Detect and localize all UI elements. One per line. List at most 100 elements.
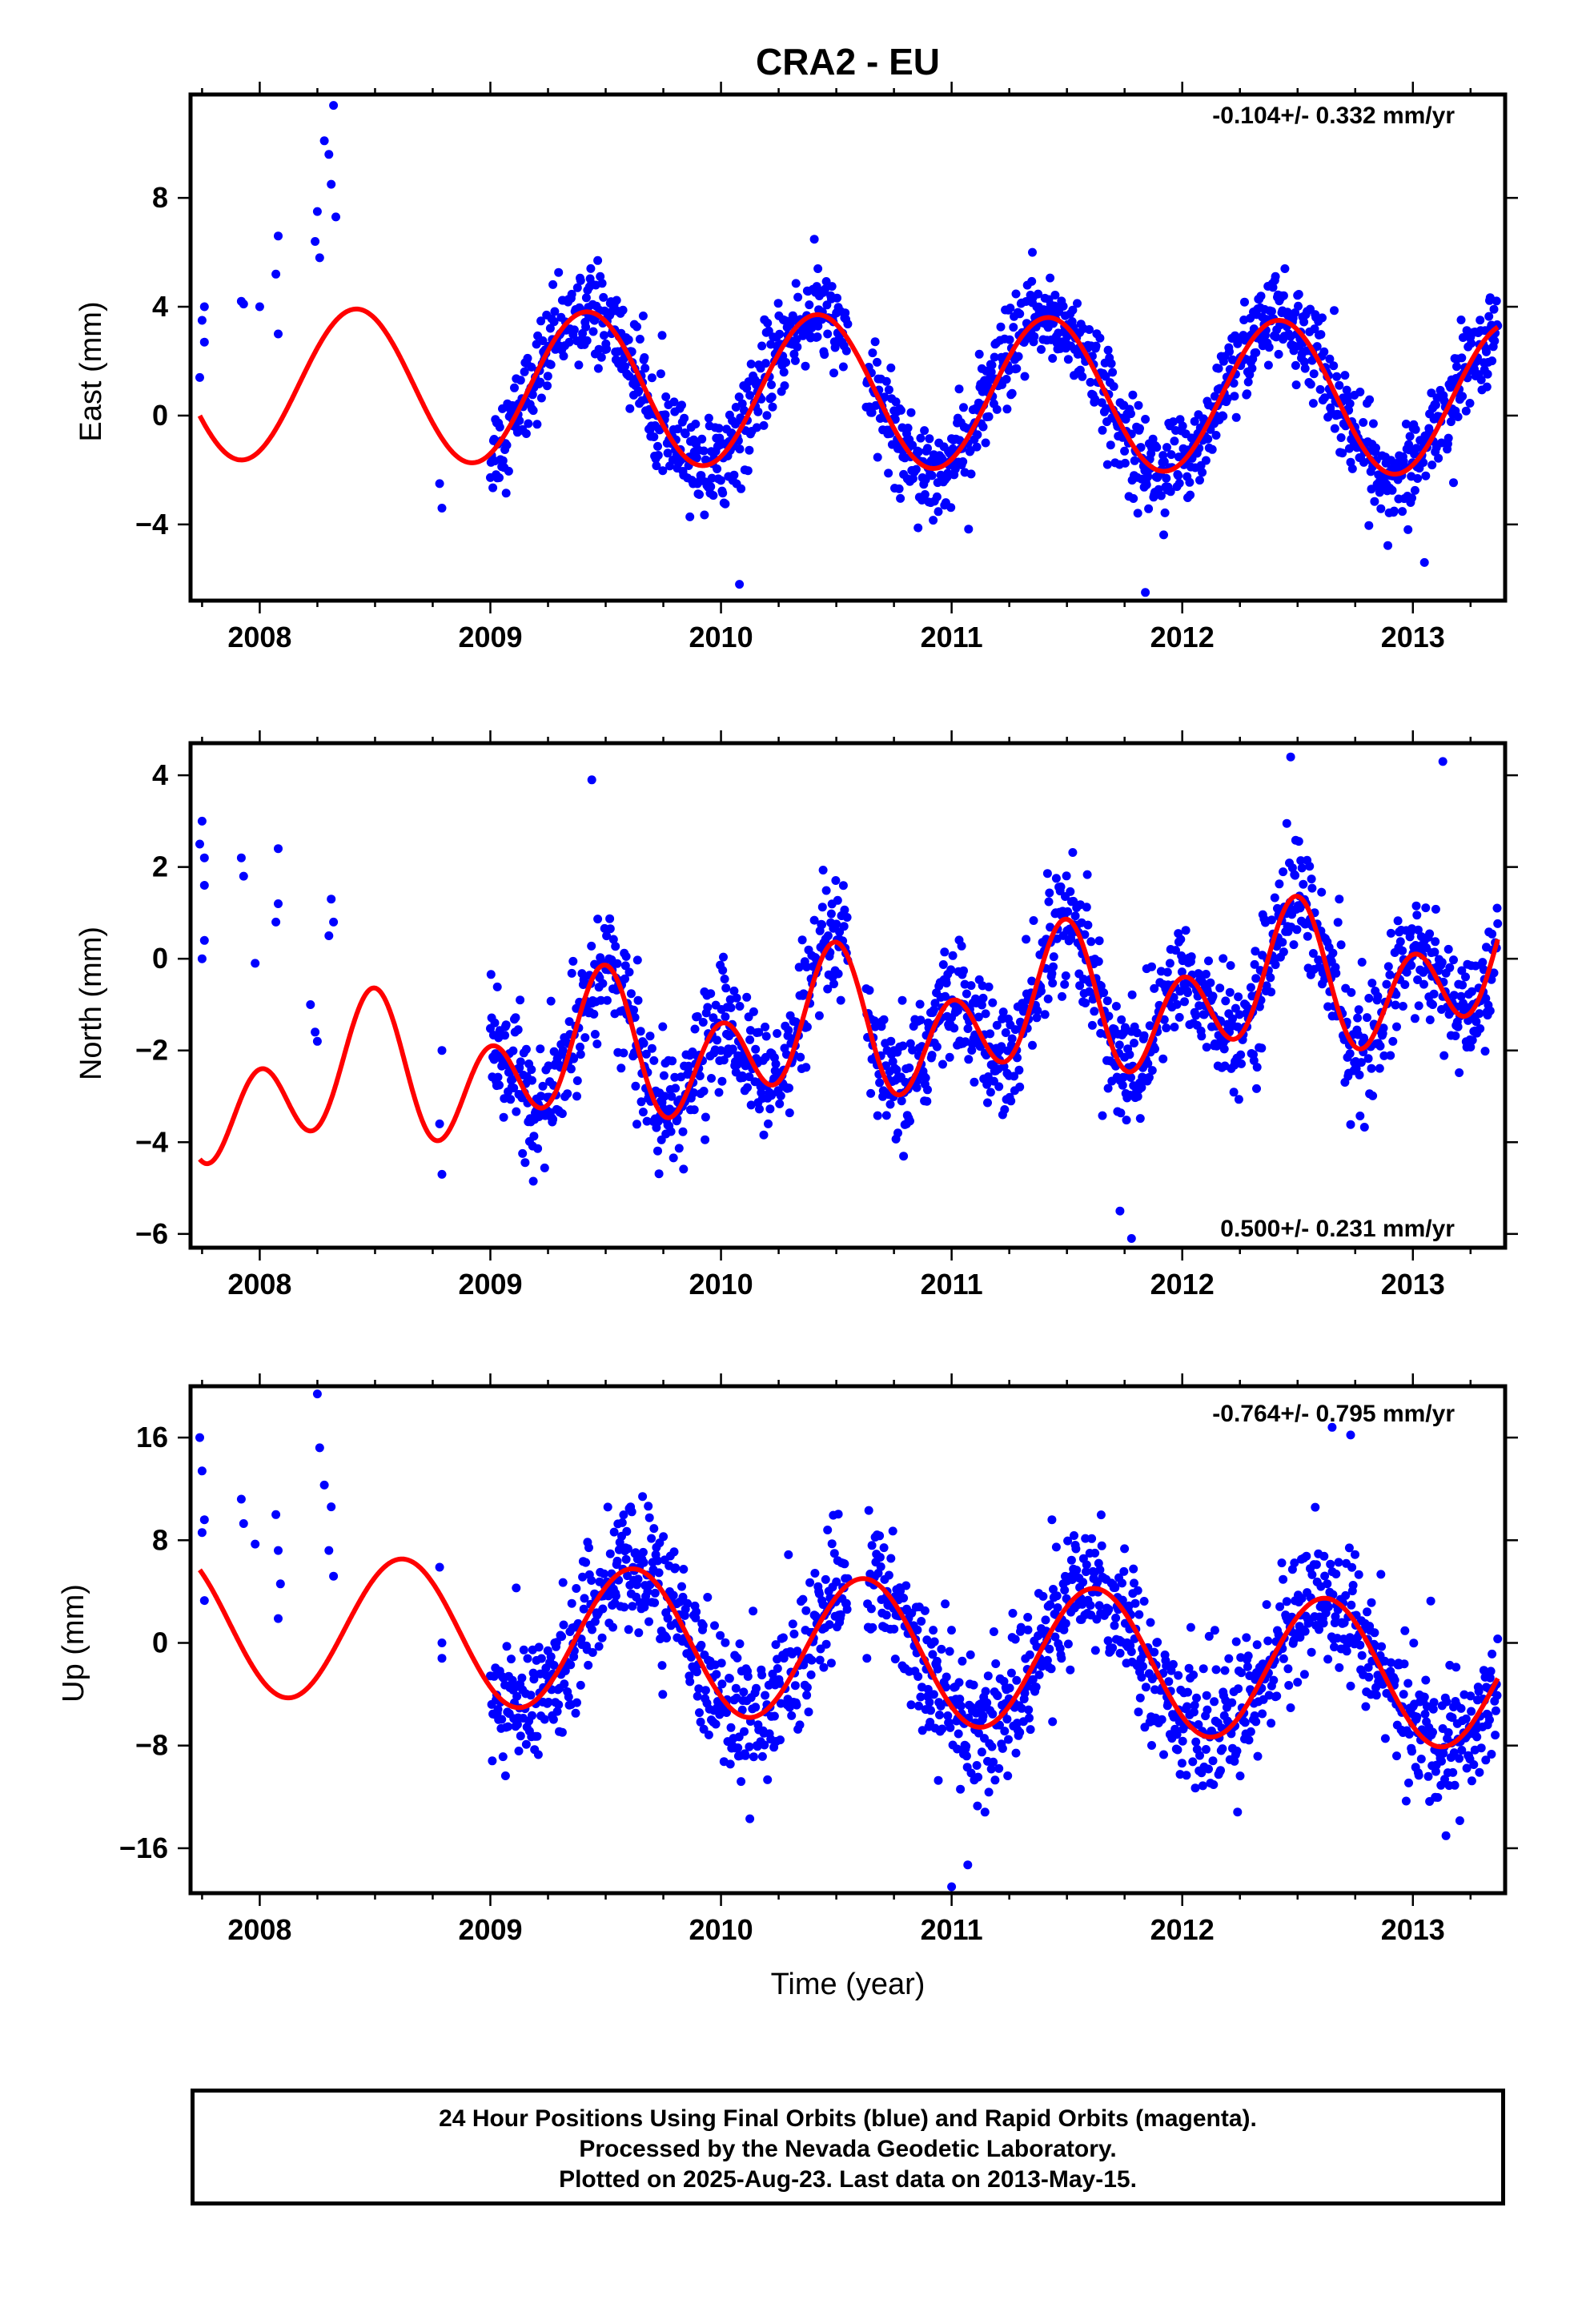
up-point bbox=[731, 1683, 741, 1693]
east-point bbox=[1058, 301, 1068, 311]
north-point bbox=[557, 1109, 567, 1119]
up-point bbox=[749, 1752, 758, 1762]
up-point bbox=[643, 1586, 652, 1596]
east-point bbox=[1027, 276, 1037, 286]
east-point bbox=[1166, 450, 1176, 460]
up-point bbox=[1046, 1664, 1056, 1674]
up-point bbox=[1111, 1613, 1121, 1622]
east-point bbox=[793, 342, 802, 352]
east-point bbox=[567, 289, 576, 299]
north-point bbox=[512, 1107, 521, 1116]
up-point bbox=[1479, 1666, 1488, 1675]
north-point bbox=[817, 920, 827, 930]
up-point bbox=[1057, 1654, 1066, 1663]
up-point bbox=[1147, 1741, 1156, 1750]
up-point bbox=[953, 1744, 962, 1754]
north-point bbox=[1419, 979, 1428, 989]
up-point bbox=[789, 1629, 799, 1638]
up-point bbox=[1104, 1605, 1114, 1614]
east-x-tick-label: 2013 bbox=[1381, 621, 1445, 653]
north-point bbox=[1150, 1044, 1159, 1054]
up-point bbox=[1189, 1671, 1199, 1679]
north-point bbox=[1102, 996, 1112, 1006]
north-point bbox=[893, 1128, 902, 1138]
up-point bbox=[1331, 1612, 1340, 1622]
east-point bbox=[1233, 339, 1243, 348]
up-point bbox=[1070, 1531, 1078, 1540]
up-point bbox=[899, 1594, 909, 1602]
north-point bbox=[1235, 1010, 1244, 1019]
east-point bbox=[1338, 448, 1347, 458]
up-point bbox=[1177, 1759, 1186, 1768]
east-point bbox=[510, 383, 519, 392]
east-point bbox=[1028, 247, 1037, 257]
north-point bbox=[274, 844, 283, 854]
east-point bbox=[1458, 392, 1468, 401]
up-point bbox=[954, 1678, 964, 1687]
north-point bbox=[1117, 1015, 1126, 1024]
east-point bbox=[1335, 380, 1344, 390]
north-point bbox=[1410, 1014, 1419, 1023]
north-point bbox=[621, 951, 631, 961]
north-point bbox=[612, 959, 622, 968]
up-point bbox=[1364, 1672, 1374, 1682]
north-point bbox=[1431, 904, 1440, 914]
east-point bbox=[986, 367, 996, 376]
east-y-tick-label: 0 bbox=[152, 399, 168, 432]
up-point bbox=[650, 1598, 660, 1607]
up-point bbox=[1302, 1551, 1311, 1561]
north-point bbox=[707, 1074, 716, 1083]
north-point bbox=[1056, 882, 1066, 891]
east-point bbox=[559, 352, 568, 361]
up-point bbox=[1012, 1675, 1022, 1685]
north-point bbox=[653, 1146, 662, 1156]
east-point bbox=[1315, 384, 1325, 394]
east-point bbox=[1458, 333, 1468, 342]
north-point bbox=[1363, 1054, 1373, 1063]
east-point bbox=[1419, 458, 1428, 468]
east-point bbox=[1073, 299, 1082, 308]
up-point bbox=[649, 1524, 659, 1534]
up-point bbox=[802, 1691, 812, 1700]
up-point bbox=[1235, 1771, 1245, 1781]
east-point bbox=[1410, 485, 1419, 495]
up-point bbox=[566, 1660, 576, 1670]
east-point bbox=[1465, 399, 1475, 408]
up-point bbox=[1481, 1755, 1491, 1765]
up-point bbox=[1252, 1640, 1262, 1650]
east-point bbox=[1319, 347, 1329, 356]
up-point bbox=[1431, 1767, 1440, 1776]
north-point bbox=[1042, 869, 1052, 879]
up-point bbox=[1230, 1756, 1239, 1766]
east-point bbox=[929, 516, 938, 525]
north-point bbox=[659, 1071, 669, 1080]
up-point bbox=[1307, 1647, 1316, 1657]
north-point bbox=[689, 1105, 699, 1115]
up-point bbox=[806, 1670, 816, 1679]
north-point bbox=[251, 959, 260, 968]
east-point bbox=[1389, 506, 1399, 516]
x-axis-label: Time (year) bbox=[771, 1968, 926, 2001]
east-point bbox=[1364, 521, 1374, 530]
up-point bbox=[995, 1720, 1004, 1730]
up-point bbox=[697, 1640, 706, 1650]
east-y-tick-label: 4 bbox=[152, 290, 168, 323]
up-point bbox=[644, 1513, 654, 1522]
east-point bbox=[1387, 485, 1397, 495]
east-point bbox=[1330, 306, 1339, 316]
up-point bbox=[917, 1726, 927, 1735]
up-point bbox=[1297, 1594, 1307, 1603]
up-point bbox=[1485, 1715, 1494, 1725]
east-point bbox=[549, 317, 559, 327]
east-point bbox=[528, 390, 537, 400]
up-point bbox=[437, 1638, 447, 1647]
up-point bbox=[701, 1686, 710, 1695]
north-point bbox=[840, 905, 849, 915]
east-point bbox=[543, 372, 552, 381]
up-point bbox=[1066, 1665, 1075, 1675]
north-point bbox=[886, 1036, 896, 1046]
north-point bbox=[1046, 923, 1055, 932]
up-point bbox=[974, 1728, 983, 1738]
up-point bbox=[1342, 1647, 1351, 1656]
up-point bbox=[1437, 1756, 1446, 1766]
